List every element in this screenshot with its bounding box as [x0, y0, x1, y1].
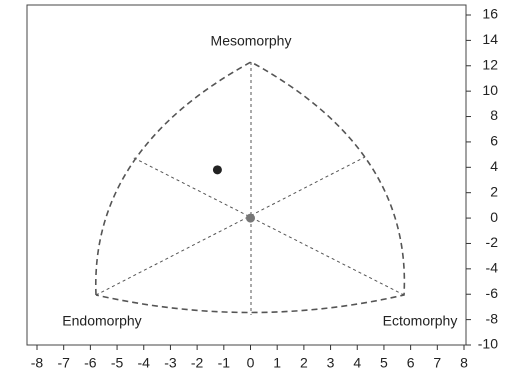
x-tick-label: -8: [31, 355, 44, 371]
outline: [95, 61, 406, 314]
x-tick-label: -2: [191, 355, 204, 371]
x-tick-label: 1: [273, 355, 281, 371]
point: [246, 213, 255, 223]
y-tick-label: -2: [486, 234, 499, 250]
x-tick-label: -5: [111, 355, 124, 371]
y-tick-label: 14: [482, 31, 498, 47]
y-tick-label: -8: [486, 310, 499, 326]
y-tick-label: 12: [482, 56, 498, 72]
somatochart-shape: [95, 61, 406, 315]
x-tick-label: 2: [300, 355, 308, 371]
y-tick-label: 6: [490, 133, 498, 149]
annotation: Mesomorphy: [211, 33, 292, 49]
x-tick-label: 3: [327, 355, 335, 371]
x-tick-label: -3: [164, 355, 177, 371]
x-tick-label: 8: [460, 355, 468, 371]
y-tick-label: -4: [486, 260, 499, 276]
axis-line: [95, 156, 366, 296]
point: [212, 165, 222, 175]
x-tick-label: 0: [247, 355, 255, 371]
x-tick-label: 6: [407, 355, 415, 371]
x-tick-label: -1: [218, 355, 231, 371]
y-tick-label: 10: [482, 82, 498, 98]
x-tick-label: 4: [353, 355, 361, 371]
y-tick-label: -6: [486, 285, 499, 301]
x-tick-label: 7: [433, 355, 441, 371]
y-tick-label: 4: [490, 158, 498, 174]
x-tick-label: 5: [380, 355, 388, 371]
annotation: Ectomorphy: [383, 313, 458, 329]
y-tick-label: 2: [490, 183, 498, 199]
x-tick-label: -6: [84, 355, 97, 371]
y-tick-label: 8: [490, 107, 498, 123]
x-tick-label: -7: [57, 355, 70, 371]
axis-line: [131, 156, 405, 296]
y-tick-label: 0: [490, 209, 498, 225]
x-tick-label: -4: [138, 355, 151, 371]
y-tick-label: 16: [482, 6, 498, 22]
annotation: Endomorphy: [62, 313, 141, 329]
y-tick-label: -10: [478, 336, 498, 352]
plot-frame: [26, 4, 467, 346]
